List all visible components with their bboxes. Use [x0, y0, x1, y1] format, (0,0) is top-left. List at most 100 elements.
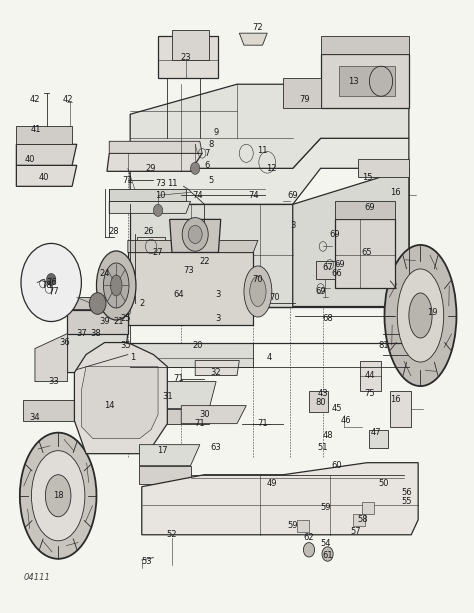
Text: 47: 47	[371, 428, 382, 437]
Polygon shape	[130, 204, 293, 306]
Polygon shape	[128, 240, 258, 253]
Text: 74: 74	[248, 191, 259, 200]
Polygon shape	[335, 201, 395, 219]
Text: 19: 19	[427, 308, 438, 317]
Text: 46: 46	[341, 416, 352, 425]
Text: 70: 70	[269, 293, 280, 302]
Polygon shape	[297, 520, 309, 531]
Polygon shape	[320, 54, 409, 109]
Text: 3: 3	[290, 221, 295, 230]
Ellipse shape	[110, 275, 122, 296]
Polygon shape	[390, 390, 411, 427]
Circle shape	[21, 243, 82, 321]
Text: 3: 3	[216, 314, 221, 323]
Text: 57: 57	[350, 527, 361, 536]
Polygon shape	[67, 333, 128, 373]
Text: 61: 61	[322, 551, 333, 560]
Polygon shape	[67, 310, 128, 333]
Text: 53: 53	[141, 557, 152, 566]
Polygon shape	[335, 219, 395, 289]
Text: 11: 11	[257, 146, 268, 155]
Ellipse shape	[20, 433, 97, 559]
Text: 70: 70	[253, 275, 263, 284]
Text: 42: 42	[30, 95, 40, 104]
Circle shape	[46, 273, 56, 286]
Polygon shape	[170, 219, 221, 253]
Text: 28: 28	[109, 227, 119, 236]
Text: 36: 36	[60, 338, 71, 347]
Text: 34: 34	[29, 413, 40, 422]
Text: 79: 79	[299, 95, 310, 104]
Polygon shape	[353, 514, 365, 526]
Text: 63: 63	[211, 443, 221, 452]
Text: 13: 13	[348, 77, 358, 86]
Circle shape	[191, 162, 200, 174]
Text: 78: 78	[41, 281, 52, 290]
Text: 76: 76	[46, 278, 56, 287]
Text: 24: 24	[100, 269, 110, 278]
Text: 48: 48	[322, 431, 333, 440]
Circle shape	[154, 204, 163, 216]
Ellipse shape	[384, 245, 456, 386]
Circle shape	[322, 547, 333, 562]
Polygon shape	[23, 400, 77, 421]
Polygon shape	[67, 297, 132, 310]
Polygon shape	[142, 381, 216, 409]
Polygon shape	[358, 159, 409, 177]
Ellipse shape	[97, 251, 136, 320]
Text: 16: 16	[390, 188, 400, 197]
Text: 5: 5	[209, 176, 214, 185]
Polygon shape	[130, 139, 409, 204]
Text: 04111: 04111	[23, 573, 50, 582]
Text: 1: 1	[130, 353, 135, 362]
Text: 9: 9	[213, 128, 219, 137]
Text: 44: 44	[364, 371, 374, 380]
Text: 72: 72	[253, 23, 263, 32]
Polygon shape	[111, 294, 130, 313]
Polygon shape	[142, 409, 209, 424]
Polygon shape	[309, 390, 328, 412]
Text: 49: 49	[266, 479, 277, 488]
Text: 33: 33	[48, 377, 59, 386]
Polygon shape	[16, 166, 77, 186]
Text: 42: 42	[62, 95, 73, 104]
Text: 32: 32	[211, 368, 221, 377]
Text: 56: 56	[401, 488, 412, 497]
Circle shape	[89, 292, 106, 314]
Polygon shape	[109, 141, 202, 153]
Polygon shape	[360, 360, 381, 390]
Polygon shape	[239, 33, 267, 45]
Ellipse shape	[244, 266, 272, 317]
Text: 45: 45	[332, 404, 342, 413]
Text: 64: 64	[173, 290, 184, 299]
Text: 2: 2	[139, 299, 145, 308]
Polygon shape	[109, 189, 186, 201]
Text: 65: 65	[362, 248, 373, 257]
Ellipse shape	[397, 269, 444, 362]
Polygon shape	[195, 360, 239, 376]
Polygon shape	[109, 201, 191, 213]
Text: 29: 29	[146, 164, 156, 173]
Polygon shape	[293, 169, 409, 306]
Text: 31: 31	[162, 392, 173, 401]
Text: 35: 35	[120, 341, 131, 350]
Text: 15: 15	[362, 173, 372, 182]
Text: 73: 73	[155, 179, 166, 188]
Text: 40: 40	[39, 173, 49, 182]
Text: 69: 69	[334, 260, 345, 269]
Text: 41: 41	[31, 125, 42, 134]
Text: 71: 71	[257, 419, 268, 428]
Polygon shape	[181, 406, 246, 424]
Text: 10: 10	[155, 191, 165, 200]
Text: 59: 59	[288, 521, 298, 530]
Text: 21: 21	[113, 317, 124, 326]
Polygon shape	[74, 343, 167, 454]
Polygon shape	[107, 153, 202, 171]
Polygon shape	[35, 333, 67, 381]
Text: 58: 58	[357, 516, 368, 524]
Circle shape	[188, 226, 202, 243]
Text: 11: 11	[167, 179, 177, 188]
Text: 43: 43	[318, 389, 328, 398]
Ellipse shape	[409, 293, 432, 338]
Text: 51: 51	[318, 443, 328, 452]
